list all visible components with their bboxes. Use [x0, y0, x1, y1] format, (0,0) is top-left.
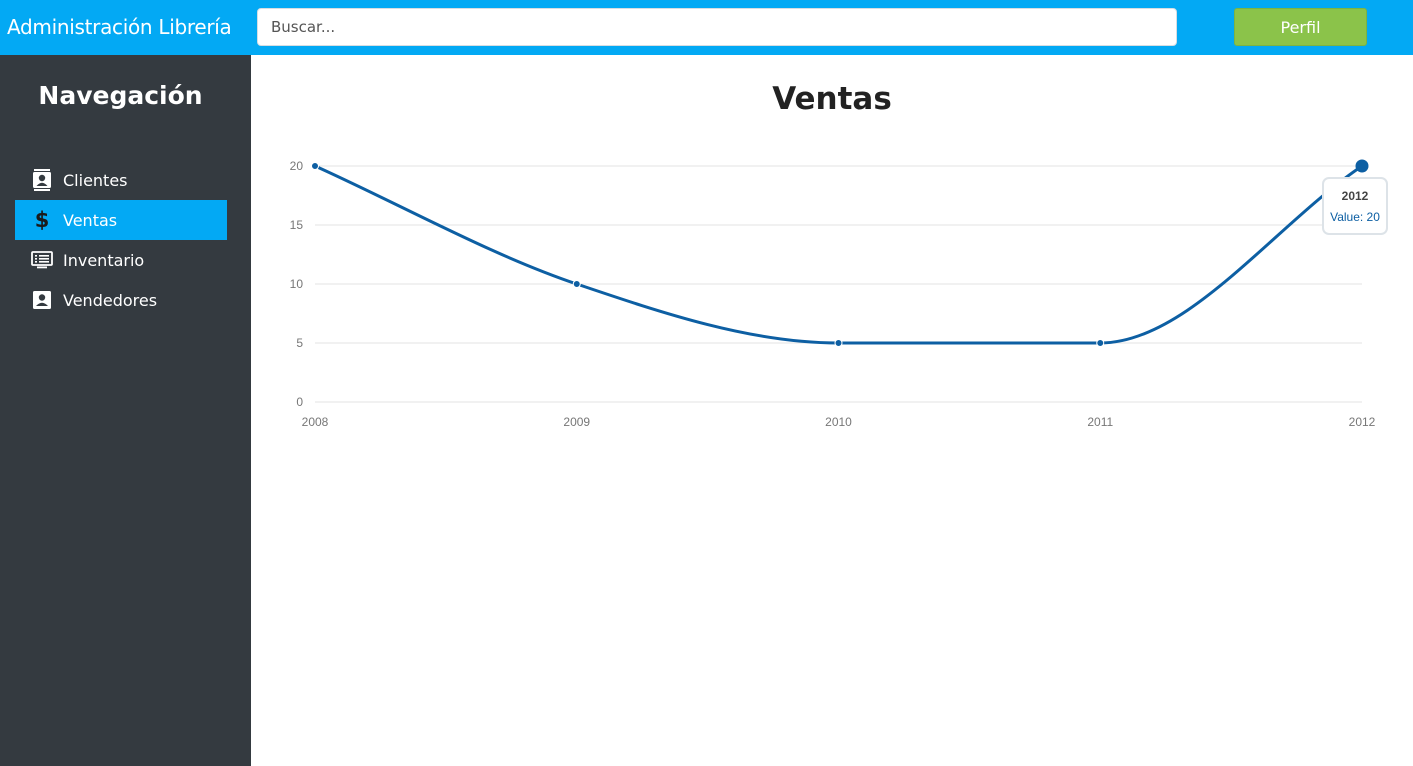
data-point: [1355, 159, 1369, 173]
list-monitor-icon: [31, 249, 53, 271]
profile-button[interactable]: Perfil: [1234, 8, 1367, 46]
y-tick-label: 15: [290, 218, 304, 232]
sidebar-item-label: Inventario: [63, 250, 145, 270]
sidebar-item-label: Clientes: [63, 170, 128, 190]
y-tick-label: 10: [290, 277, 304, 291]
tooltip-title: 2012: [1342, 189, 1369, 203]
data-point: [311, 162, 319, 170]
tooltip-box: [1322, 177, 1388, 235]
sidebar-item-ventas[interactable]: $ Ventas: [15, 200, 227, 240]
sidebar-item-clientes[interactable]: Clientes: [15, 160, 227, 200]
sidebar-item-label: Ventas: [63, 210, 118, 230]
y-tick-label: 20: [290, 159, 304, 173]
tooltip-value: Value: 20: [1330, 210, 1380, 224]
x-tick-label: 2009: [563, 415, 590, 429]
sidebar-title: Navegación: [38, 81, 203, 110]
y-tick-label: 0: [296, 395, 303, 409]
sidebar-item-vendedores[interactable]: Vendedores: [15, 280, 227, 320]
x-tick-label: 2010: [825, 415, 852, 429]
sidebar: Navegación Clientes $ Ventas: [0, 55, 251, 766]
dollar-icon: $: [31, 209, 53, 231]
data-point: [572, 280, 581, 288]
sidebar-item-inventario[interactable]: Inventario: [15, 240, 227, 280]
contact-card-icon: [31, 169, 53, 191]
x-tick-label: 2012: [1349, 415, 1376, 429]
series-line: [314, 164, 1363, 345]
x-tick-label: 2008: [302, 415, 329, 429]
x-tick-label: 2011: [1087, 415, 1113, 429]
y-tick-label: 5: [296, 336, 303, 350]
page-title: Ventas: [772, 81, 892, 117]
svg-text:$: $: [35, 209, 49, 231]
data-point: [1096, 339, 1105, 347]
sidebar-item-label: Vendedores: [63, 290, 158, 310]
data-point: [834, 339, 843, 347]
brand-title[interactable]: Administración Librería: [7, 15, 232, 39]
sales-line-chart[interactable]: 0 5 10 15 20 2008 2009 2010 2011 2012 2012 Value: 2…: [251, 55, 1413, 475]
top-navbar: Administración Librería Perfil: [0, 0, 1413, 55]
main-content: Ventas 0 5 10 15 20 2008 2009 2010 2011 2012 2012 V…: [251, 55, 1413, 766]
person-badge-icon: [31, 289, 53, 311]
search-input[interactable]: [257, 8, 1177, 46]
